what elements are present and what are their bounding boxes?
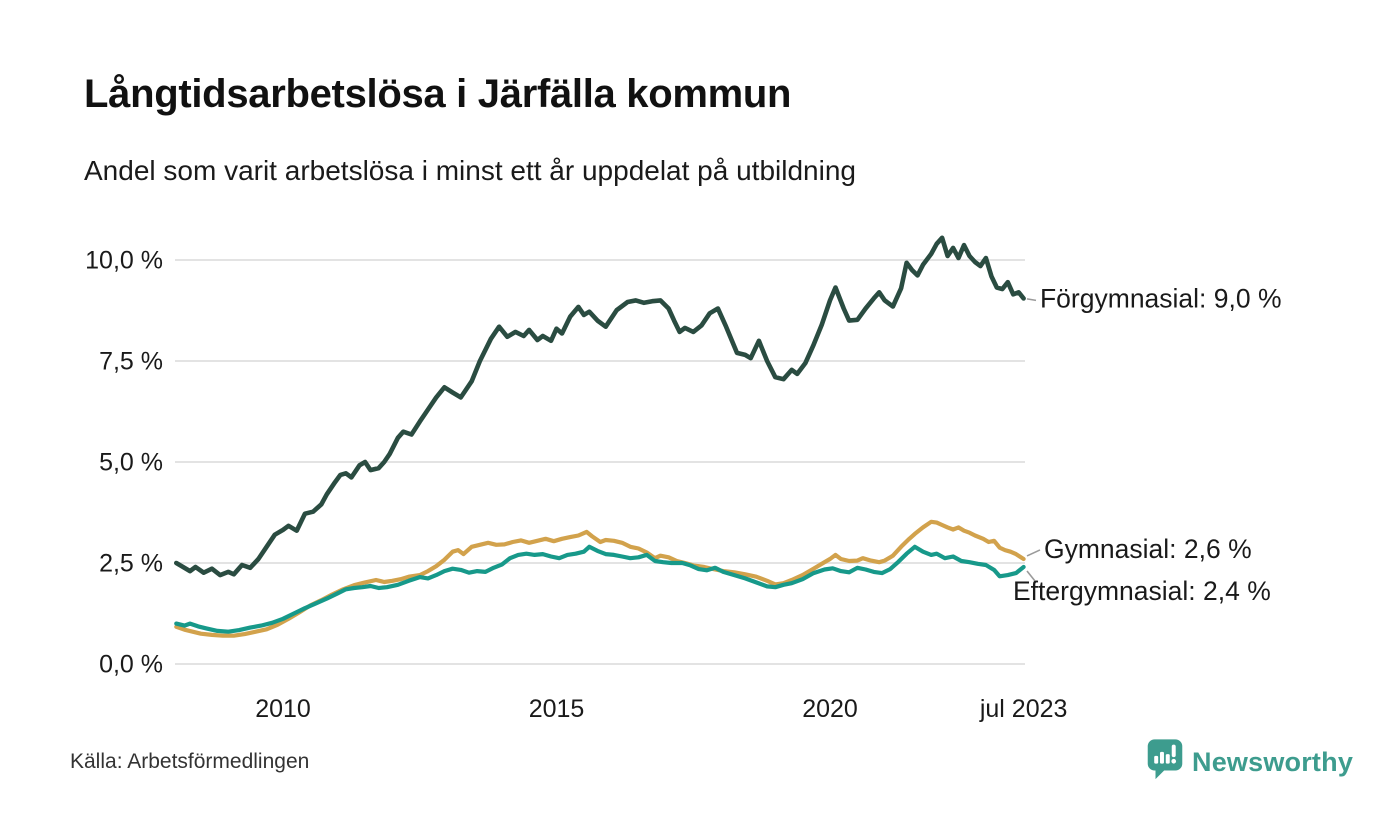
label-connector-eftergymnasial: [1026, 570, 1036, 582]
series-label-gymnasial: Gymnasial: 2,6 %: [1044, 534, 1252, 564]
page-subtitle: Andel som varit arbetslösa i minst ett å…: [84, 155, 856, 186]
y-tick-label: 0,0 %: [99, 651, 163, 679]
series-line-forgymnasial: [174, 235, 1026, 578]
label-connector-gymnasial: [1026, 549, 1041, 557]
x-tick-label: 2015: [529, 695, 585, 723]
series-label-forgymnasial: Förgymnasial: 9,0 %: [1040, 283, 1282, 313]
series-label-eftergymnasial: Eftergymnasial: 2,4 %: [1013, 576, 1271, 606]
y-tick-label: 10,0 %: [85, 247, 163, 275]
newsworthy-logo: Newsworthy: [1146, 738, 1353, 784]
newsworthy-logo-icon: [1147, 739, 1183, 780]
source-note: Källa: Arbetsförmedlingen: [70, 750, 310, 773]
newsworthy-wordmark: Newsworthy: [1192, 747, 1354, 777]
series-line-gymnasial: [174, 519, 1026, 638]
y-tick-label: 7,5 %: [99, 348, 163, 376]
y-tick-label: 5,0 %: [99, 449, 163, 477]
series-line-eftergymnasial: [174, 544, 1026, 634]
x-tick-label: 2020: [802, 695, 858, 723]
page-title: Långtidsarbetslösa i Järfälla kommun: [84, 72, 792, 116]
x-tick-label: 2010: [255, 695, 311, 723]
label-connector-forgymnasial: [1026, 298, 1037, 302]
x-tick-label: jul 2023: [979, 695, 1068, 723]
y-tick-label: 2,5 %: [99, 550, 163, 578]
